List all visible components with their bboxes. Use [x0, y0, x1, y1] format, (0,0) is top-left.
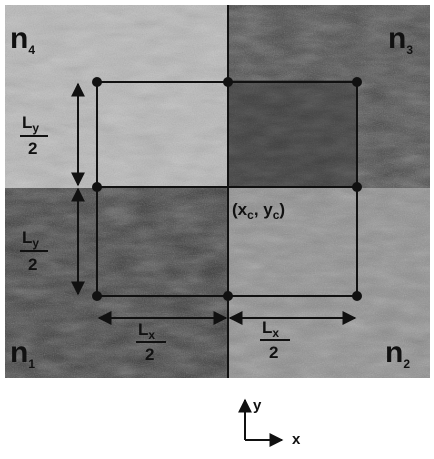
dot [92, 77, 102, 87]
shade [228, 80, 358, 187]
fraction-denominator: 2 [28, 255, 37, 274]
dot [92, 182, 102, 192]
axes-indicator: y x [245, 397, 301, 448]
dot [352, 291, 362, 301]
y-axis-label: y [253, 397, 262, 414]
dot [352, 182, 362, 192]
dot [352, 77, 362, 87]
diagram: n4 n3 n1 n2 Ly 2 Ly 2 Lx 2 Lx 2 (xc, yc)… [0, 0, 434, 459]
dot [92, 291, 102, 301]
fraction-denominator: 2 [145, 345, 154, 364]
dot [223, 291, 233, 301]
x-axis-label: x [292, 431, 301, 448]
fraction-denominator: 2 [28, 139, 37, 158]
dot [223, 77, 233, 87]
fraction-denominator: 2 [269, 343, 278, 362]
grain [5, 5, 430, 378]
image-panel [5, 5, 430, 378]
